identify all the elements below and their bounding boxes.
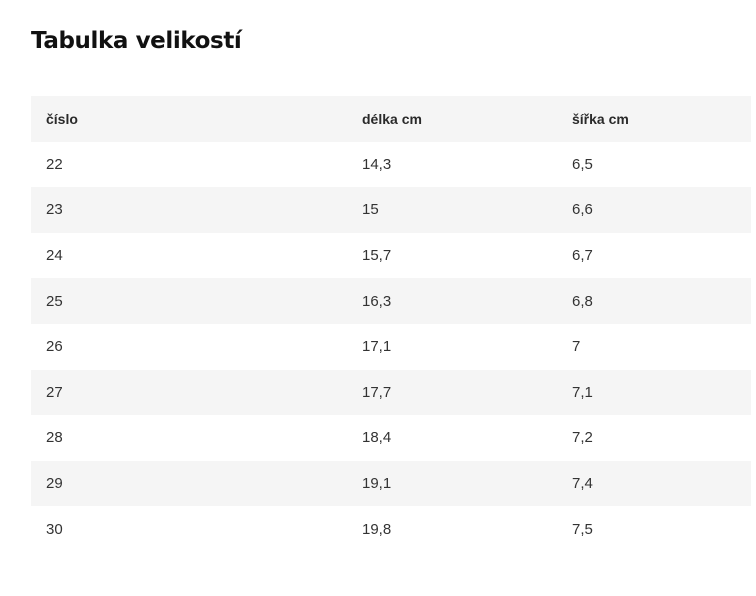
cell-size: 27 (46, 383, 63, 401)
table-row: 24 15,7 6,7 (31, 233, 751, 279)
table-row: 28 18,4 7,2 (31, 415, 751, 461)
cell-size: 25 (46, 292, 63, 310)
table-row: 30 19,8 7,5 (31, 506, 751, 552)
cell-length: 15,7 (362, 247, 392, 265)
table-row: 29 19,1 7,4 (31, 460, 751, 507)
cell-width: 6,5 (572, 155, 593, 173)
cell-size: 30 (46, 520, 63, 538)
cell-width: 7,4 (572, 475, 593, 493)
column-header-length: délka cm (362, 110, 422, 127)
column-header-size: číslo (46, 110, 78, 127)
cell-size: 22 (46, 155, 63, 173)
cell-size: 24 (46, 247, 63, 265)
cell-length: 17,7 (362, 383, 392, 401)
table-row: 26 17,1 7 (31, 324, 751, 370)
cell-length: 18,4 (362, 429, 392, 447)
cell-length: 14,3 (362, 155, 392, 173)
cell-length: 17,1 (362, 338, 392, 356)
cell-size: 26 (46, 338, 63, 356)
cell-width: 7,5 (572, 520, 593, 538)
table-row: 23 15 6,6 (31, 187, 751, 233)
cell-width: 7 (572, 338, 581, 356)
cell-width: 6,8 (572, 292, 593, 310)
cell-size: 28 (46, 429, 63, 447)
table-row: 27 17,7 7,1 (31, 369, 751, 416)
column-header-width: šířka cm (572, 110, 629, 127)
cell-width: 7,2 (572, 429, 593, 447)
cell-width: 6,7 (572, 247, 593, 265)
table-row: 25 16,3 6,8 (31, 278, 751, 324)
cell-length: 19,8 (362, 520, 392, 538)
cell-length: 19,1 (362, 475, 392, 493)
cell-length: 15 (362, 201, 379, 219)
page-title: Tabulka velikostí (31, 28, 242, 54)
cell-size: 23 (46, 201, 63, 219)
table-header-row: číslo délka cm šířka cm (31, 96, 751, 142)
size-table: číslo délka cm šířka cm 22 14,3 6,5 23 1… (31, 96, 751, 552)
cell-width: 6,6 (572, 201, 593, 219)
cell-width: 7,1 (572, 383, 593, 401)
cell-size: 29 (46, 475, 63, 493)
table-row: 22 14,3 6,5 (31, 142, 751, 188)
cell-length: 16,3 (362, 292, 392, 310)
